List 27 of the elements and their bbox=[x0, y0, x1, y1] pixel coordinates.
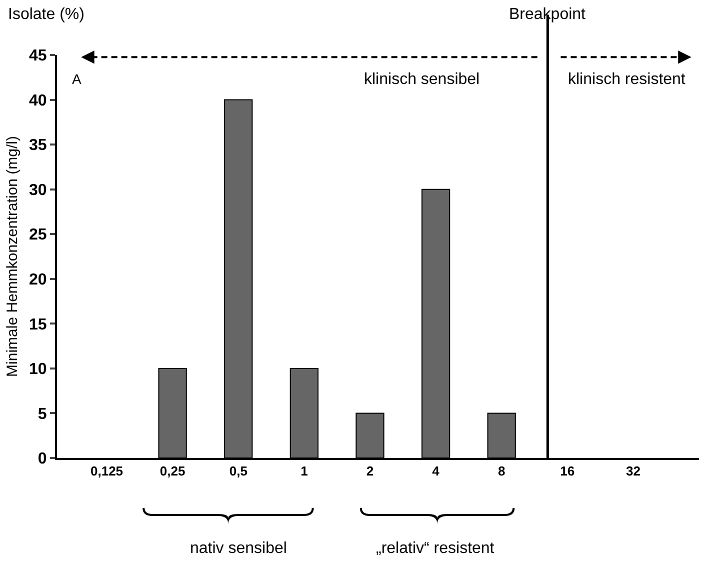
text: Isolate (%) bbox=[8, 6, 84, 23]
y-tick-label: 25 bbox=[29, 226, 47, 244]
text: nativ sensibel bbox=[190, 540, 287, 557]
x-tick-label: 2 bbox=[366, 464, 374, 479]
x-tick-label: 0,125 bbox=[90, 464, 124, 479]
y-tick-label: 5 bbox=[38, 406, 47, 423]
x-tick-label: 4 bbox=[432, 464, 440, 479]
y-tick-label: 20 bbox=[29, 271, 47, 288]
x-tick-label: 32 bbox=[626, 464, 640, 479]
y-tick-label: 0 bbox=[38, 450, 47, 468]
annotation: klinisch sensibel bbox=[364, 71, 480, 88]
ref-line-label: Breakpoint bbox=[509, 6, 586, 23]
y-axis-title: Minimale Hemmkonzentration (mg/l) bbox=[4, 136, 21, 377]
text: „relativ“ resistent bbox=[376, 540, 495, 557]
x-tick-label: 1 bbox=[300, 464, 308, 479]
annotation: klinisch resistent bbox=[568, 71, 686, 88]
x-tick-label: 0,5 bbox=[229, 464, 248, 479]
x-tick-label: 16 bbox=[560, 464, 575, 479]
x-tick-label: 0,25 bbox=[160, 464, 186, 479]
x-tick-label: 8 bbox=[498, 464, 506, 479]
y-tick-label: 30 bbox=[29, 182, 47, 199]
y-tick-label: 40 bbox=[29, 92, 47, 110]
annotation: A bbox=[72, 71, 82, 87]
y-tick-label: 15 bbox=[29, 316, 47, 334]
y-tick-label: 10 bbox=[29, 361, 47, 378]
y-tick-label: 35 bbox=[29, 137, 47, 154]
y-tick-label: 45 bbox=[29, 48, 47, 65]
